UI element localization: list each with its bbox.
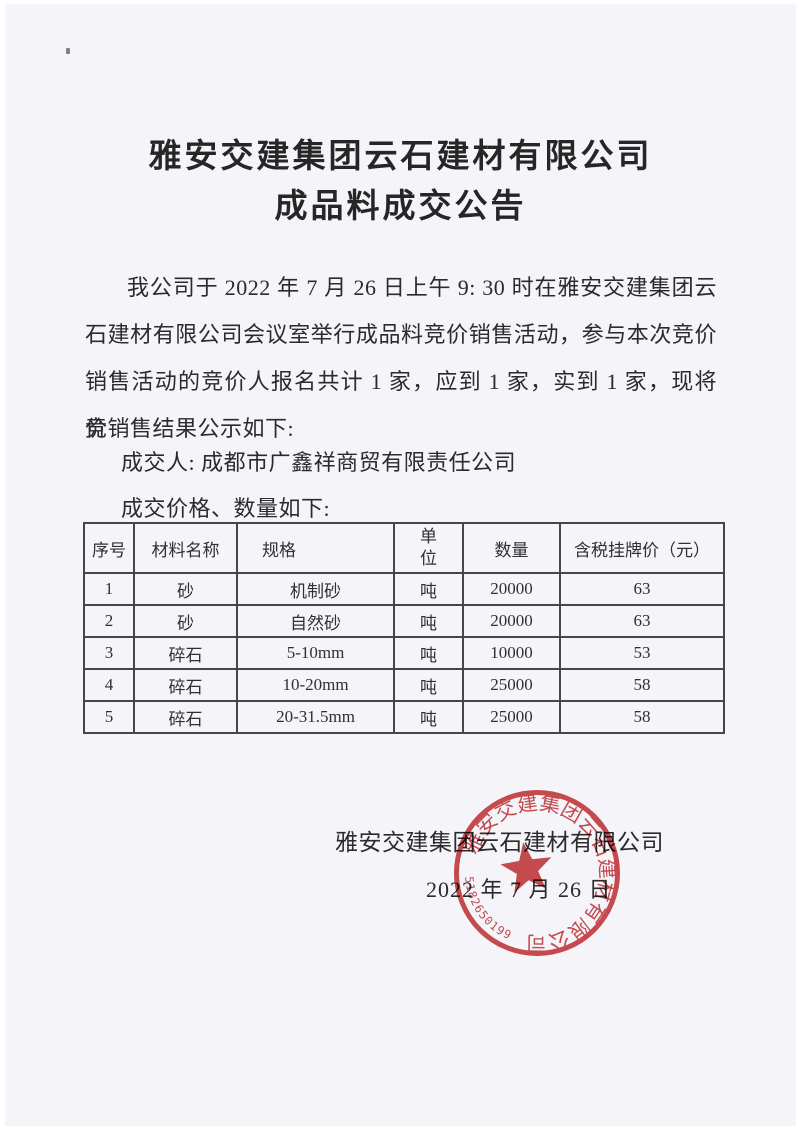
table-body: 1 砂机制砂吨 20000 63 2 砂自然砂吨 20000 63 3 碎石 5-10mm 吨 1000… [83, 572, 725, 734]
company-seal-stamp: 雅安交建集团云石建材有限公司 518265019908 [449, 785, 620, 956]
table-cell: 4 [83, 668, 135, 702]
table-cell: 吨 [393, 604, 464, 638]
table-row: 1 砂机制砂吨 20000 63 [83, 572, 725, 606]
table-cell: 吨 [393, 668, 464, 702]
table-cell: 5-10mm [236, 636, 395, 670]
table-cell: 25000 [462, 668, 561, 702]
announcement-paragraph: 我公司于 2022 年 7 月 26 日上午 9: 30 时在雅安交建集团云 石… [85, 264, 717, 452]
table-cell: 自然砂 [236, 604, 395, 638]
table-cell: 10-20mm [236, 668, 395, 702]
table-cell: 58 [559, 700, 725, 734]
deal-table: 序号 材料名称 规格 单位 数量 含税挂牌价（元） 1 砂机制砂吨 20000 63 2 砂自然砂吨… [83, 522, 725, 734]
scanned-page: 雅安交建集团云石建材有限公司 成品料成交公告 我公司于 2022 年 7 月 2… [5, 4, 796, 1126]
table-cell: 砂 [133, 604, 238, 638]
document-title: 雅安交建集团云石建材有限公司 成品料成交公告 [5, 132, 796, 232]
table-cell: 3 [83, 636, 135, 670]
winner-line: 成交人: 成都市广鑫祥商贸有限责任公司 [121, 450, 517, 475]
paragraph-line: 销售活动的竞价人报名共计 1 家，应到 1 家，实到 1 家，现将竞 [85, 369, 717, 441]
table-cell: 53 [559, 636, 725, 670]
table-row: 2 砂自然砂吨 20000 63 [83, 604, 725, 638]
table-cell: 20000 [462, 604, 561, 638]
scan-speck [66, 48, 70, 54]
table-header-cell: 单位 [393, 522, 464, 574]
table-cell: 碎石 [133, 636, 238, 670]
table-cell: 1 [83, 572, 135, 606]
table-header-cell: 材料名称 [133, 522, 238, 574]
seal-star-icon [500, 842, 552, 893]
seal-ring [454, 790, 620, 956]
table-cell: 5 [83, 700, 135, 734]
price-quantity-line: 成交价格、数量如下: [121, 496, 331, 521]
table-row: 4 碎石 10-20mm 吨 25000 58 [83, 668, 725, 702]
table-header-cell: 含税挂牌价（元） [559, 522, 725, 574]
table-cell: 碎石 [133, 668, 238, 702]
table-header-cell: 规格 [236, 522, 395, 574]
table-cell: 63 [559, 604, 725, 638]
table-cell: 20-31.5mm [236, 700, 395, 734]
table-cell: 2 [83, 604, 135, 638]
table-cell: 25000 [462, 700, 561, 734]
paragraph-line: 我公司于 2022 年 7 月 26 日上午 9: 30 时在雅安交建集团云 [127, 275, 717, 300]
table-cell: 63 [559, 572, 725, 606]
table-cell: 58 [559, 668, 725, 702]
table-cell: 吨 [393, 700, 464, 734]
table-cell: 机制砂 [236, 572, 395, 606]
table-row: 5 碎石 20-31.5mm 吨 25000 58 [83, 700, 725, 734]
table-cell: 10000 [462, 636, 561, 670]
table-cell: 碎石 [133, 700, 238, 734]
title-line-1: 雅安交建集团云石建材有限公司 [148, 139, 653, 175]
table-header-row: 序号 材料名称 规格 单位 数量 含税挂牌价（元） [83, 522, 725, 574]
paragraph-line: 价销售结果公示如下: [85, 416, 295, 441]
table-header-cell: 序号 [83, 522, 135, 574]
table-row: 3 碎石 5-10mm 吨 10000 53 [83, 636, 725, 670]
paragraph-line: 石建材有限公司会议室举行成品料竞价销售活动，参与本次竞价 [85, 322, 717, 347]
table-header-cell: 数量 [462, 522, 561, 574]
title-line-2: 成品料成交公告 [274, 189, 527, 225]
table-cell: 吨 [393, 572, 464, 606]
table-cell: 20000 [462, 572, 561, 606]
table-cell: 砂 [133, 572, 238, 606]
table-cell: 吨 [393, 636, 464, 670]
